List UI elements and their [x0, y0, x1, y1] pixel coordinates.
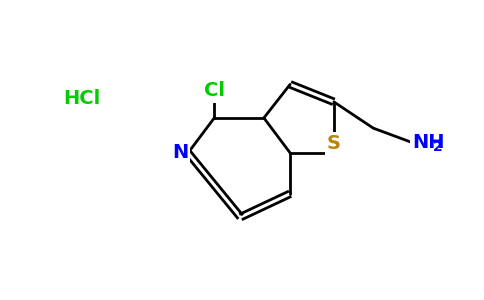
Text: Cl: Cl	[204, 82, 225, 100]
Text: NH: NH	[413, 133, 445, 152]
Text: N: N	[172, 143, 188, 162]
Text: HCl: HCl	[63, 89, 100, 109]
Text: 2: 2	[433, 140, 443, 154]
Text: S: S	[327, 134, 341, 153]
